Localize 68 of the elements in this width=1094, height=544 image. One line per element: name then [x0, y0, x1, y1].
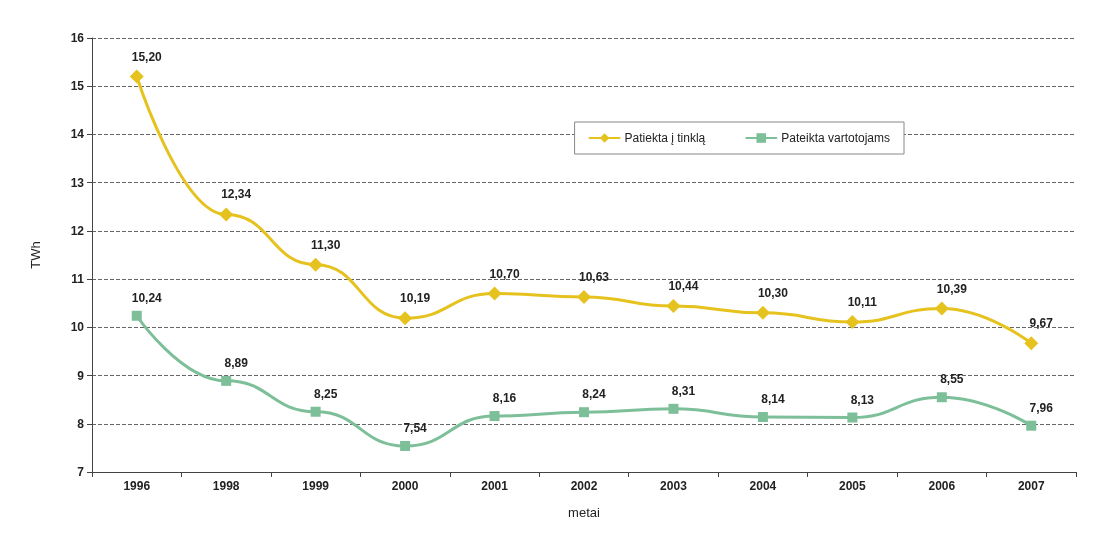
y-tick-label: 13: [70, 175, 85, 190]
data-label: 10,11: [847, 295, 878, 310]
data-label: 8,14: [761, 392, 785, 407]
legend-label: Pateikta vartotojams: [781, 131, 890, 145]
x-tick-label: 2001: [481, 479, 509, 493]
point: [221, 375, 232, 386]
point: [1026, 420, 1037, 431]
point: [398, 311, 413, 326]
point: [310, 406, 321, 417]
y-tick-label: 14: [70, 127, 85, 142]
point: [755, 305, 770, 320]
data-label: 10,19: [400, 291, 431, 306]
data-label: 8,55: [940, 372, 964, 387]
point: [845, 315, 860, 330]
point: [487, 286, 502, 301]
y-tick-label: 7: [77, 465, 85, 479]
point: [579, 407, 589, 418]
y-tick-label: 10: [70, 320, 85, 335]
point: [400, 440, 411, 451]
y-tick-label: 9: [77, 368, 85, 383]
x-tick-label: 2003: [660, 479, 688, 493]
data-label: 8,16: [492, 391, 517, 406]
point: [847, 412, 858, 423]
x-tick-label: 1996: [123, 479, 151, 493]
x-tick-label: 2005: [839, 479, 867, 493]
point: [934, 301, 949, 316]
legend-label: Patiekta į tinklą: [624, 131, 706, 145]
point: [577, 289, 591, 304]
data-label: 10,30: [757, 285, 789, 300]
x-tick-label: 2000: [391, 479, 419, 493]
y-tick-label: 15: [70, 79, 85, 94]
point: [757, 412, 768, 423]
data-label: 12,34: [221, 187, 252, 202]
y-axis-title: TWh: [28, 241, 43, 269]
data-label: 8,89: [224, 355, 249, 370]
y-tick-label: 8: [77, 416, 85, 431]
data-label: 8,31: [671, 383, 696, 398]
data-label: 7,54: [403, 420, 428, 435]
point: [308, 257, 323, 272]
data-label: 8,13: [850, 392, 875, 407]
point: [1024, 336, 1039, 351]
data-label: 8,25: [313, 386, 338, 401]
x-tick-label: 2006: [928, 479, 956, 493]
point: [666, 299, 681, 314]
x-tick-label: 2002: [570, 479, 598, 493]
data-label: 10,39: [936, 281, 968, 296]
data-label: 10,70: [489, 266, 520, 281]
x-tick-label: 2004: [749, 479, 777, 493]
point: [129, 69, 144, 84]
x-tick-label: 1999: [302, 479, 330, 493]
point: [219, 207, 234, 222]
data-label: 8,24: [582, 387, 606, 402]
data-label: 9,67: [1029, 316, 1054, 331]
data-label: 11,30: [310, 237, 341, 252]
y-tick-label: 16: [70, 31, 85, 45]
data-label: 10,44: [668, 279, 699, 294]
data-label: 15,20: [131, 49, 163, 64]
point: [131, 310, 142, 321]
x-axis-title: metai: [568, 505, 600, 520]
y-tick-label: 12: [70, 223, 85, 238]
y-tick-label: 11: [71, 272, 85, 287]
x-tick-label: 1998: [212, 479, 240, 493]
x-tick-label: 2007: [1017, 479, 1045, 493]
point: [936, 392, 947, 403]
data-label: 10,24: [131, 290, 163, 305]
point: [489, 411, 500, 422]
data-label: 7,96: [1029, 400, 1054, 415]
point: [668, 403, 679, 414]
